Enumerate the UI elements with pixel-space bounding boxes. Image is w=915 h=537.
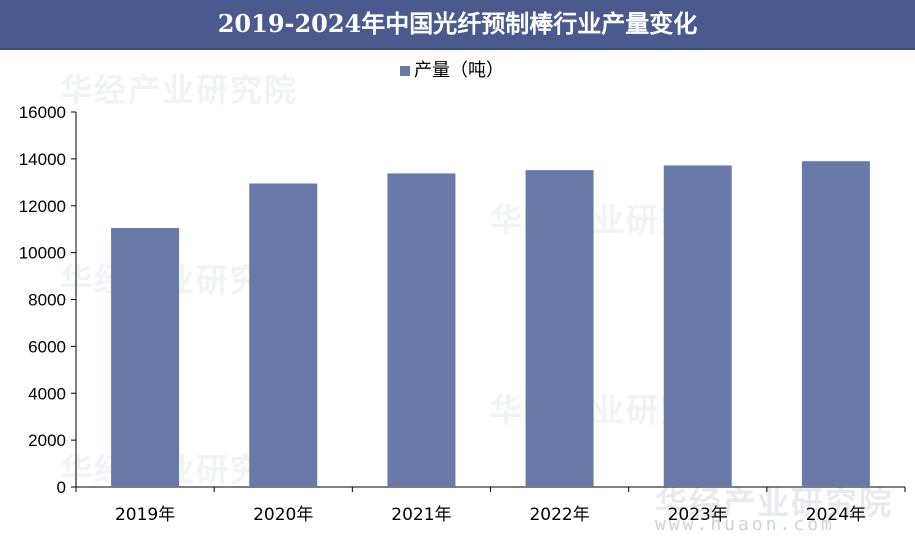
x-tick-label: 2019年 bbox=[115, 505, 175, 525]
y-tick-label: 12000 bbox=[19, 197, 66, 216]
x-tick-label: 2021年 bbox=[391, 505, 451, 525]
y-tick-label: 8000 bbox=[28, 291, 66, 310]
chart-title: 2019-2024年中国光纤预制棒行业产量变化 bbox=[217, 9, 698, 38]
title-bar: 2019-2024年中国光纤预制棒行业产量变化 bbox=[0, 0, 915, 50]
bar bbox=[525, 170, 594, 487]
x-tick-label: 2020年 bbox=[253, 505, 313, 525]
y-tick-label: 10000 bbox=[19, 244, 66, 263]
watermark-url: www.huaon.com bbox=[655, 514, 835, 535]
x-tick-label: 2023年 bbox=[668, 505, 728, 525]
bar bbox=[387, 173, 456, 487]
y-tick-label: 14000 bbox=[19, 150, 66, 169]
legend-swatch bbox=[400, 66, 410, 76]
x-tick-label: 2022年 bbox=[529, 505, 589, 525]
y-tick-label: 0 bbox=[57, 478, 66, 497]
bar bbox=[111, 228, 180, 487]
watermark-brand-1: 华经产业研究院 bbox=[60, 71, 299, 109]
y-tick-label: 16000 bbox=[19, 103, 66, 122]
y-tick-label: 2000 bbox=[28, 431, 66, 450]
watermark-brand-6: 华经产业研究院 bbox=[655, 484, 894, 522]
x-tick-label: 2024年 bbox=[806, 505, 866, 525]
bar bbox=[663, 165, 732, 487]
y-tick-label: 6000 bbox=[28, 337, 66, 356]
bar bbox=[249, 183, 318, 487]
y-tick-label: 4000 bbox=[28, 384, 66, 403]
bar bbox=[801, 161, 870, 487]
legend-label: 产量（吨） bbox=[414, 60, 504, 81]
